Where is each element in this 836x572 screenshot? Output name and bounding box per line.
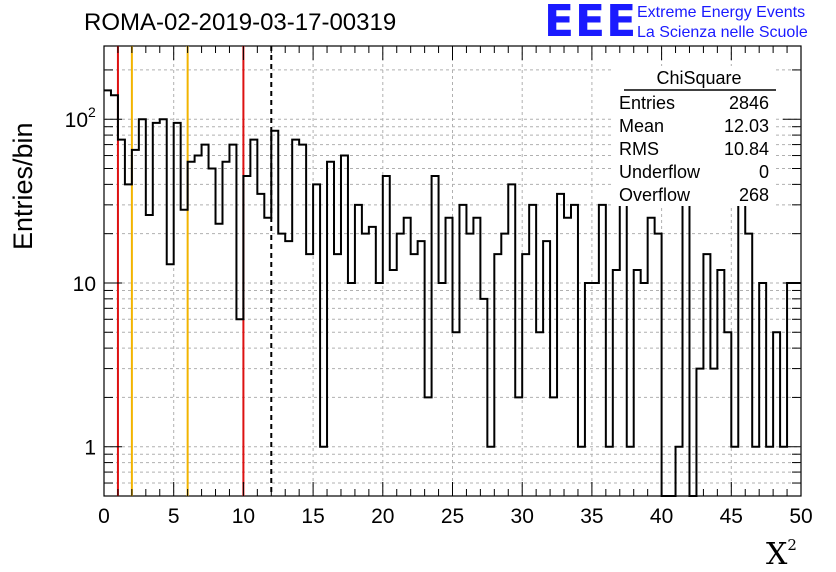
- x-tick-label: 50: [789, 505, 812, 528]
- stats-box: ChiSquare Entries 2846 Mean 12.03 RMS 10.84 Und…: [612, 66, 776, 206]
- x-tick-label: 40: [650, 505, 673, 528]
- x-axis-label: X2: [766, 536, 797, 572]
- y-tick-label-exponent: 2: [88, 104, 96, 120]
- x-tick-label: 35: [580, 505, 603, 528]
- histogram-step-line: [104, 89, 801, 497]
- x-tick-label: 45: [720, 505, 743, 528]
- marker-lines: [116, 46, 273, 496]
- stats-value: 10.84: [724, 139, 769, 159]
- y-axis-label: Entries/bin: [8, 122, 38, 250]
- stats-header: ChiSquare: [656, 68, 741, 88]
- stats-label: RMS: [619, 139, 659, 159]
- stats-value: 12.03: [724, 116, 769, 136]
- logo-line-1: Extreme Energy Events: [637, 4, 806, 21]
- eee-logo: EEE: [544, 0, 638, 47]
- stats-label: Entries: [619, 93, 675, 113]
- y-tick-label: 10: [73, 273, 96, 296]
- y-tick-label: 1: [84, 437, 96, 460]
- x-tick-label: 5: [168, 505, 180, 528]
- stats-value: 0: [759, 162, 769, 182]
- x-tick-label: 0: [98, 505, 110, 528]
- x-tick-label: 20: [371, 505, 394, 528]
- logo-line-2: La Scienza nelle Scuole: [637, 24, 808, 41]
- chart-title: ROMA-02-2019-03-17-00319: [84, 9, 397, 36]
- y-tick-label: 10: [65, 109, 88, 132]
- stats-value: 2846: [729, 93, 769, 113]
- x-tick-label: 30: [511, 505, 534, 528]
- x-tick-label: 10: [232, 505, 255, 528]
- stats-label: Underflow: [619, 162, 701, 182]
- stats-value: 268: [739, 185, 769, 205]
- x-tick-label: 15: [301, 505, 324, 528]
- stats-label: Mean: [619, 116, 664, 136]
- stats-label: Overflow: [619, 185, 691, 205]
- x-tick-label: 25: [441, 505, 464, 528]
